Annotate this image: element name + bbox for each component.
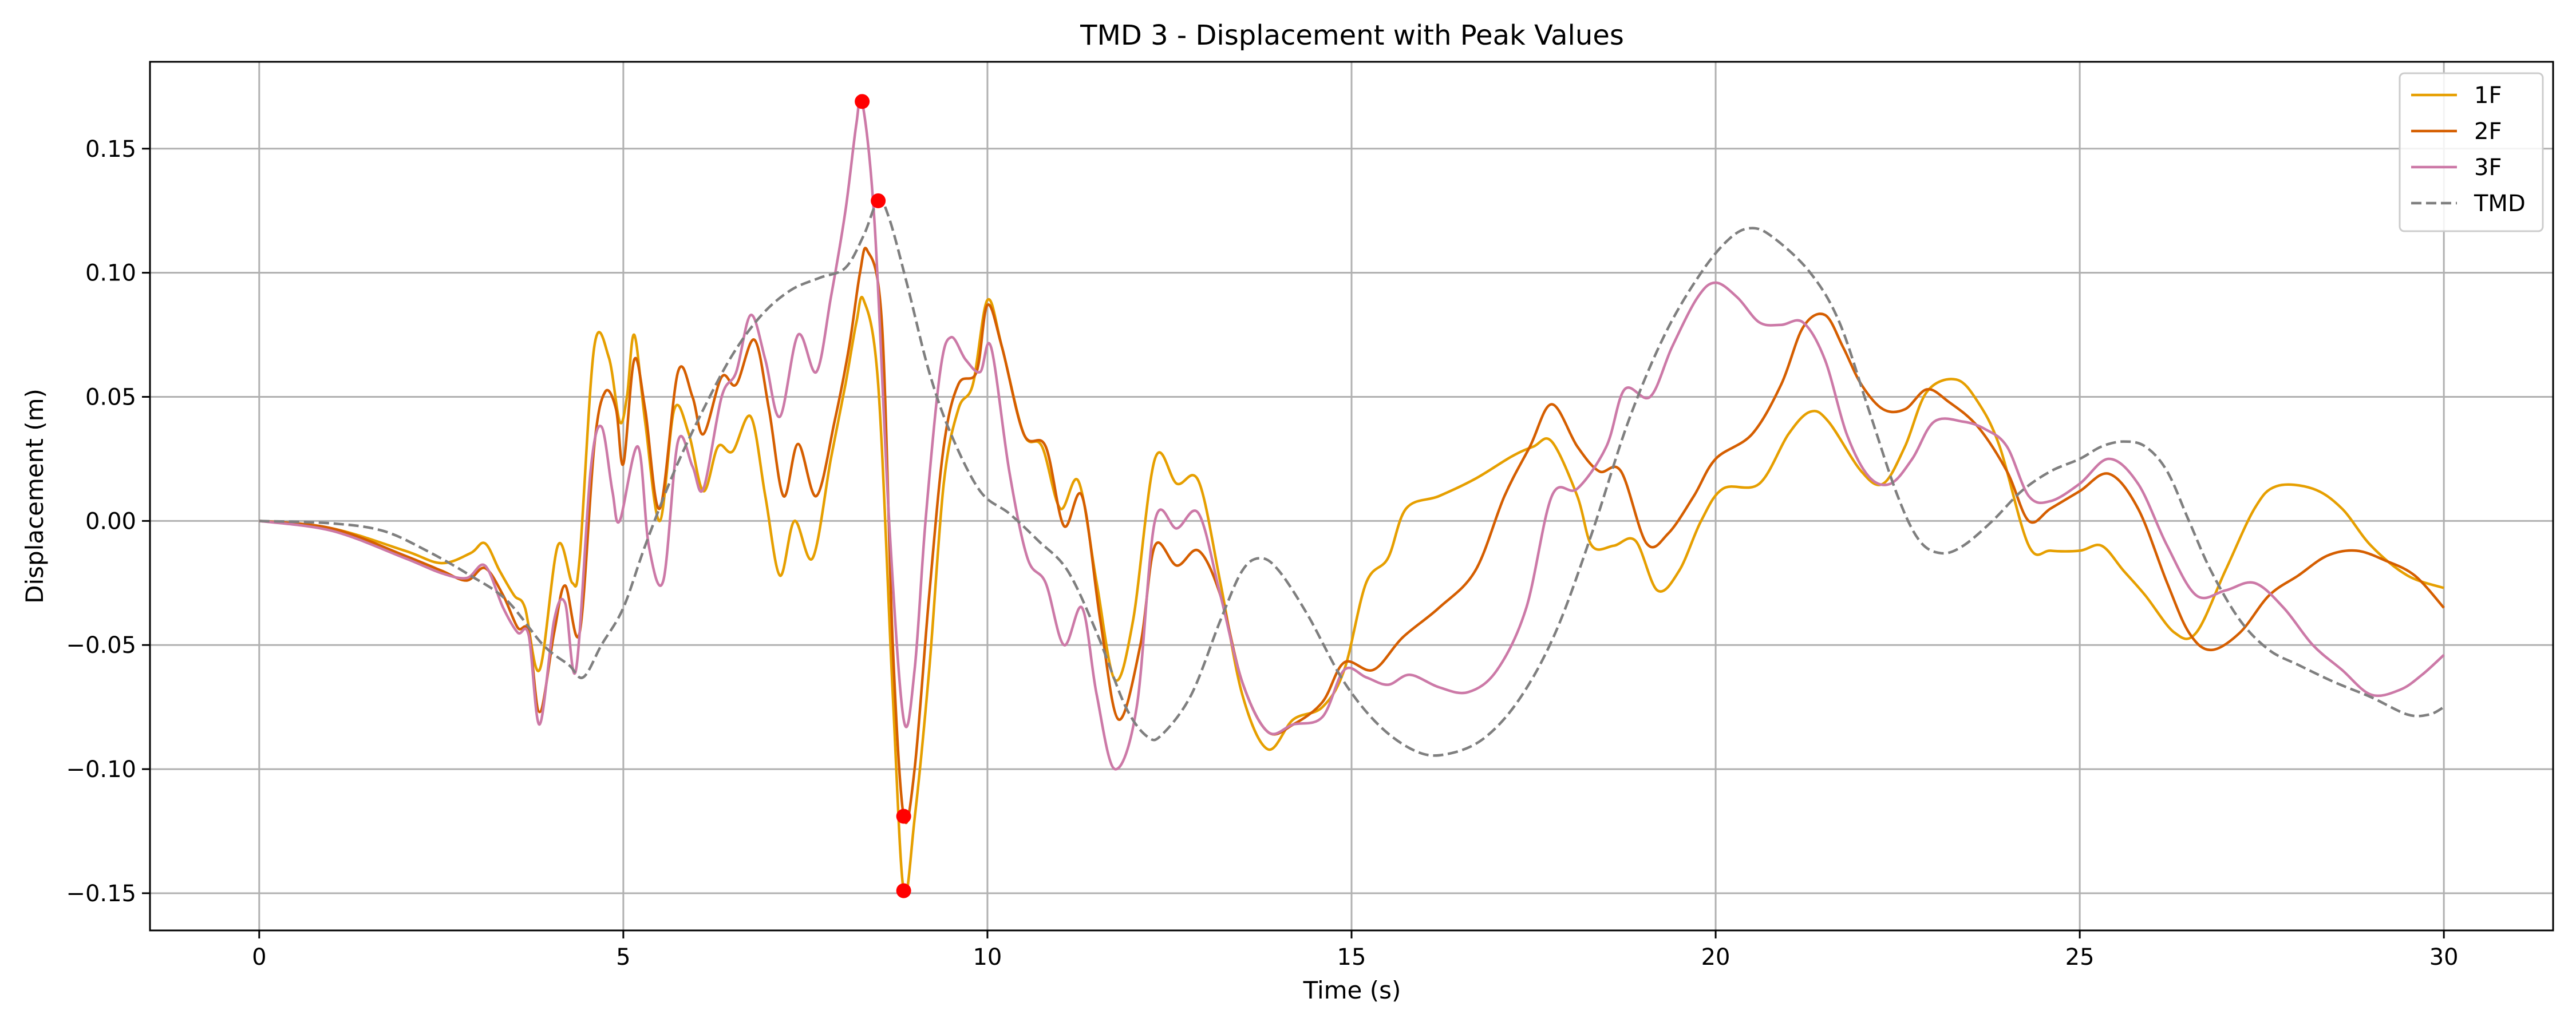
peak-marker-3f — [855, 94, 870, 109]
x-tick-label: 15 — [1337, 944, 1366, 970]
chart-title: TMD 3 - Displacement with Peak Values — [1080, 19, 1624, 52]
x-tick-label: 10 — [973, 944, 1002, 970]
peak-marker-tmd — [871, 193, 886, 208]
legend-label-tmd: TMD — [2474, 191, 2526, 217]
peak-marker-1f — [896, 883, 911, 898]
y-tick-label: 0.05 — [85, 385, 136, 411]
x-tick-label: 20 — [1701, 944, 1730, 970]
y-tick-label: 0.15 — [85, 136, 136, 163]
series-line-tmd — [259, 199, 2445, 757]
plot-area — [259, 94, 2445, 898]
x-tick-label: 30 — [2429, 944, 2459, 970]
series-line-3f — [259, 94, 2445, 771]
y-tick-label: 0.10 — [85, 260, 136, 287]
grid-lines — [150, 62, 2553, 930]
y-axis-ticks: −0.15 −0.10 −0.05 0.00 0.05 0.10 0.15 — [66, 136, 150, 907]
x-axis-label: Time (s) — [1303, 976, 1401, 1004]
x-tick-label: 5 — [616, 944, 630, 970]
legend-label-1f: 1F — [2474, 82, 2502, 109]
legend-label-3f: 3F — [2474, 154, 2502, 181]
y-tick-label: −0.15 — [66, 881, 136, 907]
y-tick-label: 0.00 — [85, 508, 136, 534]
y-tick-label: −0.05 — [66, 632, 136, 659]
legend: 1F 2F 3F TMD — [2399, 72, 2544, 232]
y-axis-label: Displacement (m) — [21, 389, 49, 604]
series-line-1f — [259, 295, 2444, 897]
x-axis-ticks: 0 5 10 15 20 25 30 — [252, 930, 2459, 970]
x-tick-label: 25 — [2065, 944, 2095, 970]
peak-marker-2f — [896, 809, 911, 824]
x-tick-label: 0 — [252, 944, 266, 970]
legend-box — [2399, 72, 2544, 232]
series-line-2f — [259, 247, 2445, 825]
legend-label-2f: 2F — [2474, 118, 2502, 145]
y-tick-label: −0.10 — [66, 756, 136, 783]
